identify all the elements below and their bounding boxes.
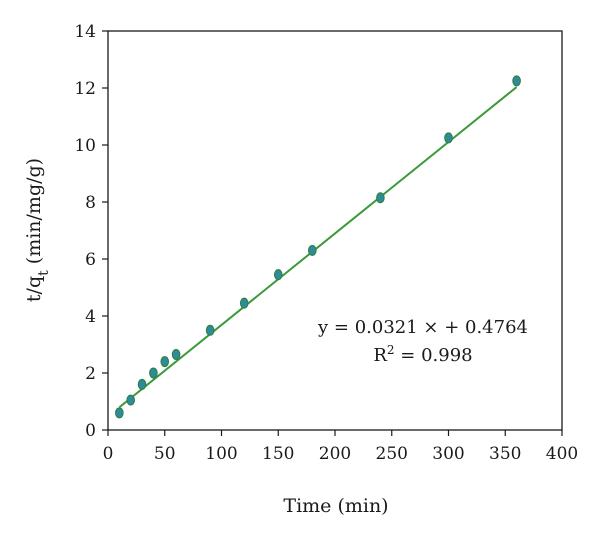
x-tick-label: 50 <box>154 444 176 464</box>
fit-equation: y = 0.0321 × + 0.4764 <box>317 317 528 338</box>
data-points <box>115 75 521 419</box>
y-axis-ticks: 0 2 4 6 8 10 12 14 <box>74 22 108 441</box>
data-point <box>308 244 317 256</box>
y-tick-label: 4 <box>85 307 96 327</box>
y-tick-label: 8 <box>85 193 96 213</box>
plot-frame <box>107 30 563 431</box>
y-tick-label: 12 <box>74 79 96 99</box>
data-point <box>273 269 283 281</box>
data-point <box>137 378 147 390</box>
y-tick-label: 6 <box>85 250 96 270</box>
data-point <box>115 407 124 419</box>
x-tick-label: 0 <box>103 444 114 464</box>
r-squared: R2 = 0.998 <box>373 343 472 366</box>
x-axis-title: Time (min) <box>283 495 388 517</box>
axes <box>107 30 563 431</box>
y-tick-label: 0 <box>85 421 96 441</box>
data-point <box>126 394 135 406</box>
x-tick-label: 200 <box>319 444 351 464</box>
x-tick-label: 300 <box>432 444 464 464</box>
x-tick-label: 150 <box>262 444 294 464</box>
data-point <box>160 356 170 368</box>
data-point <box>512 75 521 87</box>
data-point <box>239 297 249 309</box>
x-tick-label: 250 <box>376 444 408 464</box>
y-tick-label: 2 <box>85 364 96 384</box>
data-point <box>171 348 181 360</box>
x-axis-ticks: 0 50 100 150 200 250 300 350 400 <box>103 430 578 464</box>
data-point <box>444 132 453 144</box>
y-axis-title: t/qt (min/mg/g) <box>23 158 52 302</box>
data-point <box>205 324 215 336</box>
x-tick-label: 350 <box>489 444 521 464</box>
x-tick-label: 100 <box>205 444 237 464</box>
data-point <box>149 367 158 379</box>
y-tick-label: 14 <box>74 22 96 42</box>
x-tick-label: 400 <box>546 444 578 464</box>
y-tick-label: 10 <box>74 136 96 156</box>
data-point <box>376 192 385 204</box>
